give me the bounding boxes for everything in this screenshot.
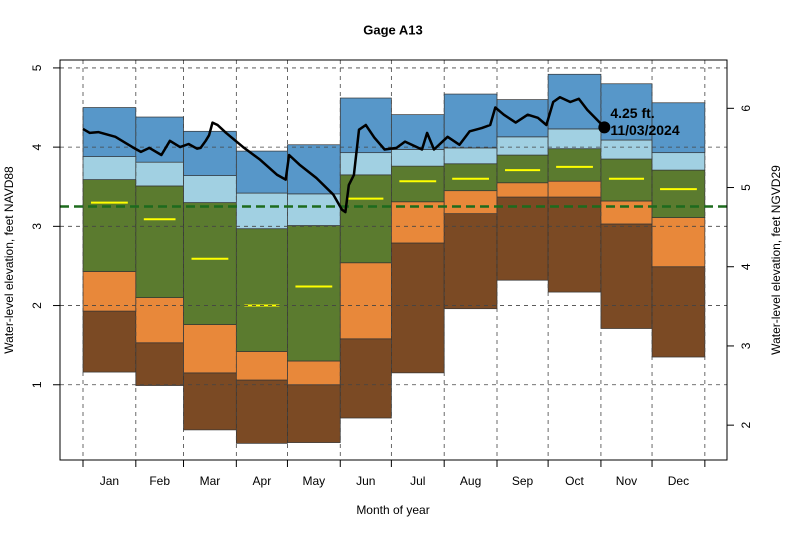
percentile-band (443, 147, 498, 165)
plot-frame (59, 59, 728, 461)
percentile-band (547, 148, 602, 182)
percentile-band (82, 271, 137, 312)
percentile-band (391, 165, 445, 203)
x-axis-label: Month of year (356, 503, 429, 517)
percentile-band (183, 372, 237, 431)
percentile-band (547, 128, 602, 150)
latest-value-label: 4.25 ft. (610, 105, 654, 121)
percentile-band (82, 310, 137, 373)
percentile-band (235, 379, 288, 444)
percentile-band (82, 156, 137, 180)
percentile-band (135, 161, 184, 187)
percentile-band (391, 201, 445, 244)
x-tick-label: Mar (200, 474, 221, 488)
y-tick-label: 3 (30, 223, 44, 230)
y2-tick-label: 5 (739, 184, 753, 191)
x-tick-label: Jul (410, 474, 425, 488)
percentile-band (287, 225, 341, 362)
percentile-band (339, 152, 392, 176)
percentile-band (183, 175, 237, 203)
y-tick-label: 2 (30, 302, 44, 309)
percentile-band (496, 182, 549, 198)
percentile-band (339, 338, 392, 419)
percentile-band (651, 102, 706, 154)
latest-point (598, 121, 611, 134)
percentile-band (651, 266, 706, 358)
y-tick-label: 1 (30, 381, 44, 388)
x-tick-label: Aug (460, 474, 481, 488)
percentile-band (391, 242, 445, 374)
percentile-band (287, 144, 341, 195)
y2-axis-label: Water-level elevation, feet NGVD29 (769, 165, 783, 355)
percentile-band (183, 202, 237, 325)
y2-tick-label: 6 (739, 105, 753, 112)
x-tick-label: Jan (100, 474, 119, 488)
x-tick-label: Nov (616, 474, 637, 488)
percentile-band (287, 193, 341, 226)
x-tick-label: Feb (149, 474, 170, 488)
percentile-band (600, 139, 653, 160)
percentile-band (235, 150, 288, 194)
x-tick-label: May (303, 474, 326, 488)
y2-tick-label: 4 (739, 263, 753, 270)
percentile-band (183, 324, 237, 374)
percentile-band (600, 223, 653, 329)
x-tick-label: Jun (356, 474, 375, 488)
percentile-band (82, 179, 137, 272)
latest-date-label: 11/03/2024 (610, 122, 680, 138)
percentile-band (443, 213, 498, 310)
percentile-band (183, 130, 237, 176)
y2-tick-label: 2 (739, 421, 753, 428)
percentile-band (443, 190, 498, 215)
percentile-band (600, 83, 653, 141)
percentile-band (496, 154, 549, 184)
percentile-band (235, 192, 288, 230)
y-tick-label: 4 (30, 143, 44, 150)
chart-title: Gage A13 (363, 22, 423, 37)
percentile-band (443, 163, 498, 192)
x-tick-label: Apr (253, 474, 272, 488)
percentile-band (600, 200, 653, 225)
percentile-band (600, 158, 653, 202)
percentile-band (547, 196, 602, 293)
percentile-band (287, 384, 341, 443)
x-tick-label: Oct (565, 474, 584, 488)
percentile-band (339, 262, 392, 340)
percentile-band (135, 342, 184, 386)
percentile-band (651, 152, 706, 171)
percentile-band (235, 228, 288, 352)
percentile-band (287, 360, 341, 386)
percentile-band (547, 180, 602, 198)
percentile-band (135, 297, 184, 344)
percentile-band (235, 351, 288, 381)
y-axis-label: Water-level elevation, feet NAVD88 (2, 166, 16, 354)
percentile-band (496, 136, 549, 156)
x-tick-label: Dec (668, 474, 689, 488)
observed-line (82, 95, 606, 214)
percentile-band (391, 149, 445, 167)
y-tick-label: 5 (30, 64, 44, 71)
percentile-band (496, 196, 549, 281)
y2-tick-label: 3 (739, 342, 753, 349)
percentile-band (651, 217, 706, 268)
percentile-band (135, 185, 184, 298)
percentile-band (651, 169, 706, 218)
x-tick-label: Sep (512, 474, 534, 488)
